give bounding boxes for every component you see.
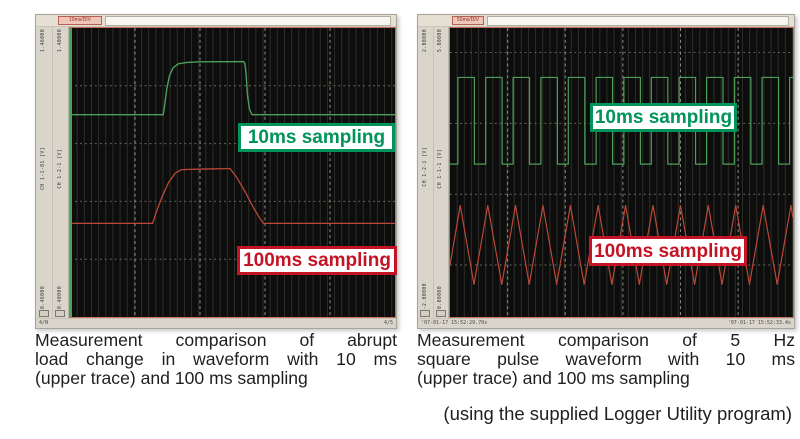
sidebar-button[interactable] [38, 309, 49, 317]
scale-bottom-value: 0.00000 [437, 285, 444, 309]
timebase-tab-label: 10ms/DIV [69, 17, 91, 23]
sidebar-button[interactable] [420, 309, 431, 317]
scale-column-ch1: 1.46000 CH 1-1-01 [V] 0.46000 [36, 27, 53, 318]
status-right: 4/5 [383, 320, 393, 326]
waveform-plot-area: 10ms sampling 100ms sampling [69, 27, 397, 318]
waveform-plot-area: 10ms sampling 100ms sampling [449, 27, 794, 318]
sampling-label-10ms: 10ms sampling [590, 103, 737, 132]
scale-sidebar: 2.00000 CH 1-2-1 [V] -2.00000 5.00000 CH… [418, 27, 449, 318]
status-bar: '07-01-17 15:52:29.70s '07-01-17 15:52:3… [418, 318, 794, 328]
titlebar-scroll-field[interactable] [105, 15, 391, 26]
scale-bottom-value: 0.46000 [40, 285, 47, 309]
sidebar-button[interactable] [55, 309, 66, 317]
scale-bottom-value: -2.00000 [421, 282, 428, 309]
footer-note: (using the supplied Logger Utility progr… [443, 403, 792, 424]
logger-window-square-pulse: 50ms/DIV 2.00000 CH 1-2-1 [V] -2.00000 5… [417, 14, 795, 329]
scale-top-value: 1.46000 [40, 29, 47, 53]
scale-column-ch2: 5.00000 CH 1-1-1 [V] 0.00000 [434, 27, 449, 318]
caption-line: Measurement comparison of 5 Hz [417, 330, 795, 350]
caption-line: Measurement comparison of abrupt [35, 330, 397, 350]
titlebar: 50ms/DIV [418, 15, 794, 27]
scale-top-value: 2.00000 [421, 29, 428, 53]
caption-line: (upper trace) and 100 ms sampling [417, 367, 690, 388]
channel-label: CH 1-2-1 [V] [421, 147, 428, 188]
scale-top-value: 5.00000 [437, 29, 444, 53]
status-right: '07-01-17 15:52:33.4s [727, 320, 791, 326]
scale-bottom-value: 0.40000 [56, 285, 63, 309]
titlebar-scroll-field[interactable] [487, 15, 789, 26]
scale-column-ch1: 2.00000 CH 1-2-1 [V] -2.00000 [418, 27, 434, 318]
caption-line: square pulse waveform with 10 ms [417, 348, 795, 369]
scale-sidebar: 1.46000 CH 1-1-01 [V] 0.46000 1.40000 CH… [36, 27, 69, 318]
channel-label: CH 1-1-1 [V] [437, 149, 444, 189]
caption-line: load change in waveform with 10 ms [35, 348, 397, 369]
timebase-tab[interactable]: 10ms/DIV [58, 16, 102, 25]
sampling-label-100ms: 100ms sampling [237, 246, 397, 275]
scale-top-value: 1.40000 [56, 29, 63, 53]
sidebar-button[interactable] [435, 309, 446, 317]
channel-label: CH 1-2-1 [V] [56, 149, 63, 189]
caption-line: (upper trace) and 100 ms sampling [35, 367, 308, 388]
status-left: 4/N [39, 320, 49, 326]
caption-right: Measurement comparison of 5 Hz square pu… [417, 331, 795, 387]
logger-window-abrupt-load: 10ms/DIV 1.46000 CH 1-1-01 [V] 0.46000 1… [35, 14, 397, 329]
status-bar: 4/N 4/5 [36, 318, 396, 328]
timebase-tab-label: 50ms/DIV [457, 17, 479, 23]
plot-left-edge-line [70, 28, 72, 317]
timebase-tab[interactable]: 50ms/DIV [452, 16, 484, 25]
scale-column-ch2: 1.40000 CH 1-2-1 [V] 0.40000 [53, 27, 69, 318]
channel-label: CH 1-1-01 [V] [40, 147, 47, 191]
10ms-sampled-step [70, 60, 395, 116]
sampling-label-100ms: 100ms sampling [589, 236, 747, 266]
caption-left: Measurement comparison of abrupt load ch… [35, 331, 397, 387]
titlebar: 10ms/DIV [36, 15, 396, 27]
sampling-label-10ms: 10ms sampling [238, 123, 395, 152]
100ms-sampled-step [70, 167, 395, 225]
waveform-plot [450, 28, 793, 317]
status-left: '07-01-17 15:52:29.70s [421, 320, 488, 326]
